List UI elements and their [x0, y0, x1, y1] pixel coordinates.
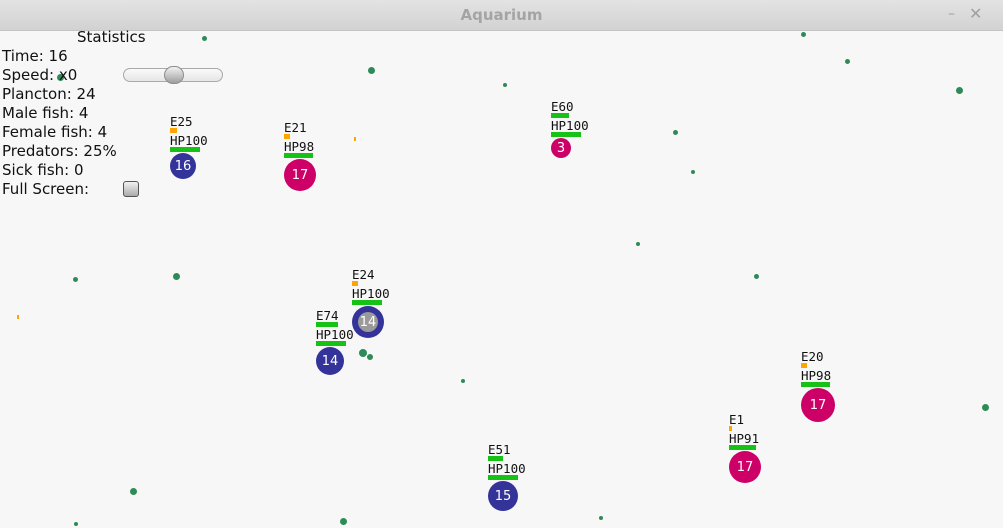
fish-energy-bar	[551, 113, 569, 118]
plankton-dot	[339, 517, 347, 525]
plankton-dot	[844, 58, 850, 64]
speed-slider-knob[interactable]	[164, 66, 184, 84]
fish-hp-bar	[170, 147, 200, 152]
fish-hp-label: HP98	[284, 139, 315, 154]
fish-energy-label: E74	[316, 308, 339, 323]
fish-energy-label: E51	[488, 442, 511, 457]
fish-hp-label: HP100	[352, 286, 390, 301]
fish-body[interactable]: 3	[551, 138, 571, 158]
speed-slider[interactable]	[123, 66, 223, 84]
plankton-dot	[672, 129, 678, 135]
fish-hp-bar	[488, 475, 518, 480]
fish-age-label: 3	[556, 140, 566, 156]
plankton-dot	[636, 242, 640, 246]
fish-body[interactable]: 17	[729, 451, 761, 483]
minimize-button[interactable]: –	[948, 6, 955, 22]
fish-hp-bar	[316, 341, 346, 346]
full-screen-checkbox[interactable]	[123, 181, 139, 197]
plankton-dot	[367, 354, 373, 360]
fish-hp-bar	[284, 153, 313, 158]
statistics-heading: Statistics	[77, 30, 146, 46]
fish-energy-bar	[352, 281, 358, 286]
fish-body[interactable]: 14	[316, 347, 344, 375]
fish-hp-bar	[352, 300, 382, 305]
time-text: Time: 16	[2, 47, 68, 65]
plankton-dot	[955, 86, 963, 94]
fish-body[interactable]: 17	[801, 388, 835, 422]
fish-energy-bar	[316, 322, 338, 327]
plankton-dot	[981, 403, 989, 411]
plankton-dot	[129, 487, 137, 495]
fish-energy-label: E24	[352, 267, 375, 282]
plankton-dot	[599, 516, 603, 520]
fish-hp-label: HP91	[729, 431, 760, 446]
full-screen-label: Full Screen:	[2, 180, 90, 198]
fish-body[interactable]: 14	[352, 306, 384, 338]
fish-hp-label: HP100	[170, 133, 208, 148]
female-fish-count-text: Female fish: 4	[2, 123, 108, 141]
fish-body[interactable]: 15	[488, 481, 518, 511]
fish-hp-bar	[729, 445, 756, 450]
title-bar[interactable]: Aquarium – ✕	[0, 0, 1003, 31]
close-button[interactable]: ✕	[969, 4, 983, 23]
fish-energy-label: E1	[729, 412, 745, 427]
plancton-count-text: Plancton: 24	[2, 85, 96, 103]
plankton-dot	[172, 272, 180, 280]
fish-energy-label: E21	[284, 120, 307, 135]
plankton-dot	[74, 522, 78, 526]
fish-hp-label: HP98	[801, 368, 832, 383]
fish-hp-label: HP100	[316, 327, 354, 342]
food-pellet	[17, 315, 19, 319]
fish-energy-bar	[170, 128, 177, 133]
fish-age-label: 17	[736, 459, 754, 475]
fish-age-label: 14	[321, 353, 339, 369]
fish-energy-bar	[284, 134, 290, 139]
predators-text: Predators: 25%	[2, 142, 117, 160]
plankton-dot	[72, 276, 78, 282]
fish-energy-bar	[801, 363, 807, 368]
plankton-dot	[461, 379, 465, 383]
plankton-dot	[56, 73, 64, 81]
fish-energy-label: E25	[170, 114, 193, 129]
fish-age-label: 17	[809, 397, 827, 413]
fish-energy-label: E20	[801, 349, 824, 364]
fish-energy-bar	[729, 426, 732, 431]
plankton-dot	[201, 35, 207, 41]
fish-hp-bar	[551, 132, 581, 137]
fish-body[interactable]: 16	[170, 153, 196, 179]
fish-hp-label: HP100	[488, 461, 526, 476]
fish-age-label: 16	[174, 158, 192, 174]
plankton-dot	[753, 273, 759, 279]
fish-age-label: 15	[494, 488, 512, 504]
plankton-dot	[503, 83, 507, 87]
male-fish-count-text: Male fish: 4	[2, 104, 89, 122]
food-pellet	[354, 137, 356, 141]
fish-energy-bar	[488, 456, 503, 461]
sick-indicator	[358, 312, 378, 332]
fish-age-label: 14	[359, 314, 377, 330]
window-title: Aquarium	[460, 6, 543, 24]
speed-text: Speed: x0	[2, 66, 78, 84]
fish-hp-bar	[801, 382, 830, 387]
plankton-dot	[359, 349, 367, 357]
aquarium-canvas: Statistics Time: 16 Speed: x0 Plancton: …	[0, 30, 1003, 528]
fish-body[interactable]: 17	[284, 159, 316, 191]
fish-age-label: 17	[291, 167, 309, 183]
plankton-dot	[800, 31, 806, 37]
plankton-dot	[691, 170, 695, 174]
plankton-dot	[367, 66, 375, 74]
sick-fish-count-text: Sick fish: 0	[2, 161, 84, 179]
fish-energy-label: E60	[551, 99, 574, 114]
fish-hp-label: HP100	[551, 118, 589, 133]
